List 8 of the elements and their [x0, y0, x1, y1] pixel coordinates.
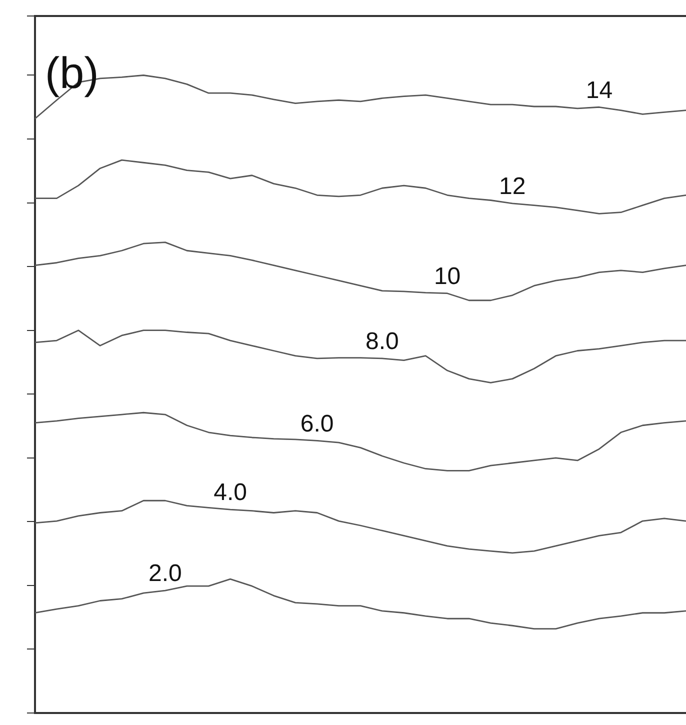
series-label: 4.0: [214, 479, 247, 506]
chart-title: (b): [45, 49, 99, 98]
series-label: 14: [586, 76, 613, 104]
series-label: 10: [434, 262, 461, 290]
series-label: 8.0: [366, 328, 399, 356]
series-label: 6.0: [300, 410, 334, 438]
series-label: 2.0: [148, 560, 182, 588]
series-label: 12: [499, 173, 526, 200]
